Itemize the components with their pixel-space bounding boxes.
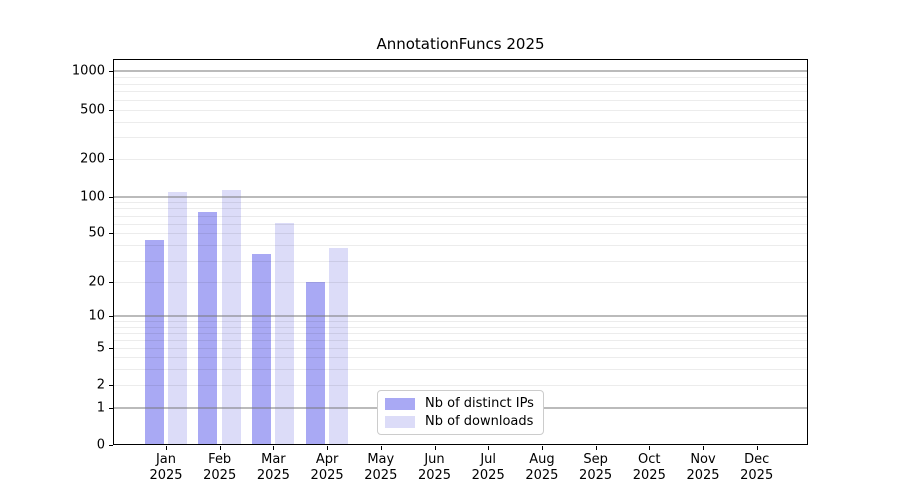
y-gridline-major	[113, 315, 808, 318]
x-tick-mark	[273, 446, 275, 450]
x-tick-mark	[380, 446, 382, 450]
y-gridline-minor	[113, 121, 808, 123]
x-tick-mark	[327, 446, 329, 450]
x-tick-label: Aug 2025	[525, 452, 559, 483]
y-tick-label: 200	[80, 151, 105, 167]
y-gridline-major	[113, 195, 808, 198]
y-gridline-minor	[113, 208, 808, 210]
y-tick-label: 500	[80, 102, 105, 118]
y-gridline-minor	[113, 348, 808, 349]
legend: Nb of distinct IPs Nb of downloads	[377, 390, 544, 435]
x-tick-mark	[595, 446, 597, 450]
y-tick-mark	[109, 445, 113, 446]
y-tick-mark	[109, 408, 113, 410]
bar-downloads	[329, 247, 349, 445]
legend-label: Nb of distinct IPs	[425, 396, 534, 411]
y-tick-mark	[109, 71, 113, 72]
y-gridline-minor	[113, 357, 808, 359]
x-tick-label: Oct 2025	[632, 452, 666, 483]
y-gridline-minor	[113, 326, 808, 328]
y-tick-mark	[109, 316, 113, 318]
x-tick-label: Feb 2025	[203, 452, 237, 483]
x-tick-mark	[649, 446, 651, 450]
y-tick-label: 2	[96, 377, 105, 393]
legend-item: Nb of distinct IPs	[385, 396, 534, 411]
x-tick-mark	[756, 446, 758, 450]
x-tick-mark	[434, 446, 436, 450]
x-tick-mark	[166, 446, 167, 450]
x-tick-label: Jun 2025	[417, 452, 452, 483]
legend-swatch-icon	[385, 415, 415, 428]
x-tick-mark	[488, 446, 490, 450]
y-tick-label: 20	[88, 274, 105, 290]
legend-item: Nb of downloads	[385, 414, 534, 429]
y-tick-mark	[109, 110, 113, 111]
y-gridline-minor	[113, 159, 808, 160]
x-tick-mark	[703, 446, 704, 450]
y-tick-label: 50	[88, 225, 105, 241]
y-gridline-minor	[113, 91, 808, 93]
y-gridline-minor	[113, 202, 808, 204]
bar-distinct-ips	[251, 253, 271, 445]
y-gridline-minor	[113, 245, 808, 247]
y-gridline-minor	[113, 260, 808, 262]
x-tick-label: Jan 2025	[149, 452, 183, 483]
y-gridline-minor	[113, 368, 808, 370]
y-tick-label: 0	[96, 437, 105, 453]
y-tick-label: 1	[96, 400, 105, 416]
y-tick-label: 100	[80, 189, 105, 205]
x-tick-label: Sep 2025	[579, 452, 613, 483]
y-gridline-minor	[113, 223, 808, 225]
legend-swatch-icon	[385, 397, 415, 410]
y-tick-mark	[109, 196, 113, 198]
y-tick-label: 10	[88, 308, 105, 324]
bar-distinct-ips	[305, 282, 325, 445]
y-gridline-minor	[113, 76, 808, 78]
bar-distinct-ips	[198, 211, 218, 445]
y-gridline-minor	[113, 339, 808, 341]
y-gridline-minor	[113, 385, 808, 387]
y-gridline-minor	[113, 233, 808, 235]
y-tick-mark	[109, 348, 113, 349]
y-gridline-minor	[113, 215, 808, 217]
x-tick-label: Nov 2025	[686, 452, 720, 483]
y-tick-mark	[109, 385, 113, 387]
y-tick-label: 1000	[71, 63, 105, 79]
y-gridline-minor	[113, 83, 808, 85]
chart-title: AnnotationFuncs 2025	[376, 35, 545, 53]
x-tick-mark	[219, 446, 221, 450]
y-gridline-minor	[113, 110, 808, 111]
bar-downloads	[221, 190, 241, 445]
x-tick-label: Jul 2025	[471, 452, 505, 483]
y-tick-mark	[109, 233, 113, 235]
y-gridline-minor	[113, 321, 808, 323]
y-tick-label: 5	[96, 340, 105, 356]
x-tick-label: Dec 2025	[740, 452, 774, 483]
y-gridline-minor	[113, 99, 808, 101]
x-tick-label: May 2025	[364, 452, 398, 483]
y-gridline-minor	[113, 282, 808, 284]
y-tick-mark	[109, 159, 113, 160]
y-gridline-minor	[113, 137, 808, 139]
bar-downloads	[168, 191, 187, 445]
y-gridline-major	[113, 70, 808, 72]
bar-downloads	[275, 222, 295, 445]
plot-border	[113, 59, 808, 445]
x-tick-mark	[541, 446, 543, 450]
legend-label: Nb of downloads	[425, 414, 534, 429]
x-tick-label: Mar 2025	[256, 452, 290, 483]
bar-distinct-ips	[144, 240, 164, 445]
y-tick-mark	[109, 282, 113, 284]
x-tick-label: Apr 2025	[310, 452, 344, 483]
y-gridline-minor	[113, 332, 808, 334]
